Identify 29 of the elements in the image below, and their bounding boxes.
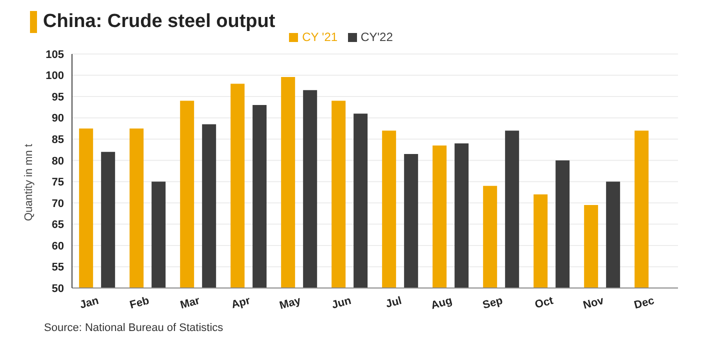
chart-title: China: Crude steel output: [43, 11, 276, 33]
y-tick-label: 80: [52, 155, 64, 168]
y-tick-label: 100: [46, 70, 64, 82]
x-tick-label: Sep: [481, 294, 504, 312]
y-axis-title: Quantity in mn t: [22, 144, 35, 221]
y-tick-label: 85: [52, 134, 64, 146]
y-tick-label: 60: [52, 240, 64, 252]
legend-label: CY '21: [302, 30, 338, 44]
x-tick-label: Feb: [128, 294, 151, 312]
y-tick-label: 75: [52, 176, 64, 189]
x-tick-label: Jan: [78, 294, 100, 312]
legend-label: CY'22: [360, 30, 393, 44]
x-tick-label: Nov: [582, 294, 606, 312]
source-note: Source: National Bureau of Statistics: [44, 322, 224, 334]
y-tick-label: 55: [52, 262, 64, 274]
x-tick-label: Oct: [534, 294, 555, 312]
x-tick-label: Aug: [430, 294, 454, 312]
x-tick-label: May: [278, 294, 303, 312]
y-tick-label: 105: [46, 48, 64, 61]
x-tick-label: Jul: [384, 294, 404, 311]
y-tick-label: 65: [52, 219, 64, 232]
x-tick-label: Mar: [179, 294, 202, 312]
y-tick-label: 70: [52, 198, 64, 210]
x-tick-label: Apr: [230, 294, 252, 312]
y-tick-label: 90: [52, 112, 64, 125]
x-tick-label: Dec: [632, 294, 656, 312]
y-tick-label: 50: [52, 282, 64, 295]
y-tick-label: 95: [52, 91, 64, 104]
x-tick-label: Jun: [330, 294, 353, 312]
